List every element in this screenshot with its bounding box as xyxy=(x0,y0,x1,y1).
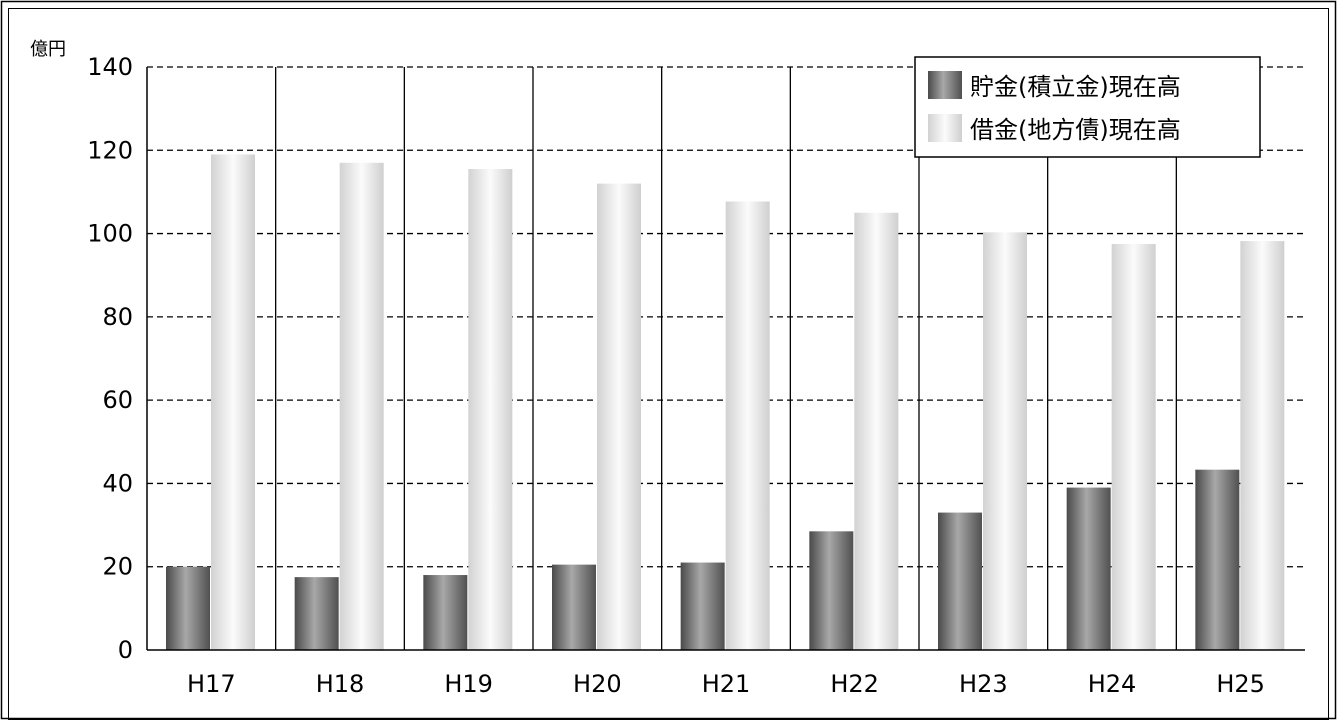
savings-bar xyxy=(1195,469,1240,650)
savings-bar xyxy=(809,531,854,650)
debt-bar xyxy=(983,232,1027,650)
legend-label-debt: 借金(地方債)現在高 xyxy=(970,116,1181,144)
savings-bar xyxy=(294,577,339,650)
y-tick-label: 40 xyxy=(102,469,133,497)
y-tick-label: 120 xyxy=(87,136,133,164)
y-unit-label: 億円 xyxy=(30,39,66,60)
savings-bar xyxy=(166,566,210,650)
savings-bar xyxy=(1066,487,1111,650)
legend-label-savings: 貯金(積立金)現在高 xyxy=(970,73,1181,101)
debt-bar xyxy=(1240,241,1285,650)
y-tick-label: 20 xyxy=(102,553,133,581)
x-tick-label: H17 xyxy=(187,670,236,698)
x-tick-label: H24 xyxy=(1088,670,1137,698)
x-tick-label: H19 xyxy=(444,670,493,698)
debt-bar xyxy=(725,201,770,651)
x-tick-label: H20 xyxy=(573,670,622,698)
debt-bar xyxy=(854,212,899,650)
legend-box xyxy=(914,56,1261,158)
savings-bar xyxy=(938,512,982,650)
x-tick-label: H21 xyxy=(702,670,751,698)
x-tick-label: H22 xyxy=(830,670,879,698)
legend-swatch-savings xyxy=(928,71,962,99)
legend: 貯金(積立金)現在高 借金(地方債)現在高 xyxy=(914,56,1261,158)
debt-bar xyxy=(468,169,513,650)
debt-bar xyxy=(211,154,255,650)
savings-bar xyxy=(680,562,725,650)
axis-layer: 0 20 40 60 80 100 120 140 H17 H18 H19 H20 H21 H22 H23 H… xyxy=(87,53,1305,698)
debt-bar xyxy=(339,162,384,650)
savings-bar xyxy=(552,564,596,650)
legend-swatch-debt xyxy=(928,114,962,142)
y-tick-label: 100 xyxy=(87,220,133,248)
x-tick-label: H23 xyxy=(959,670,1008,698)
x-tick-label: H25 xyxy=(1216,670,1265,698)
y-tick-label: 0 xyxy=(118,636,133,664)
y-tick-label: 140 xyxy=(87,53,133,81)
x-tick-label: H18 xyxy=(316,670,365,698)
y-tick-label: 60 xyxy=(102,386,133,414)
y-tick-label: 80 xyxy=(102,303,133,331)
savings-bar xyxy=(423,575,468,650)
bars-layer xyxy=(166,154,1285,651)
debt-bar xyxy=(1111,243,1156,650)
debt-bar xyxy=(597,183,641,650)
